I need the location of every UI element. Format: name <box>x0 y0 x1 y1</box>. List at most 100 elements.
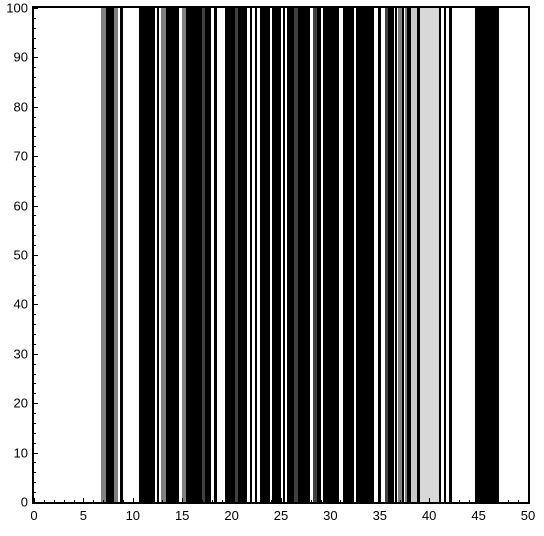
x-tick-minor <box>301 500 302 504</box>
y-tick <box>32 453 38 454</box>
stripe <box>298 8 310 502</box>
y-tick-minor <box>32 18 36 19</box>
stripe <box>255 8 257 502</box>
y-tick-minor <box>32 146 36 147</box>
y-tick-label: 70 <box>0 149 28 164</box>
y-tick-minor <box>32 48 36 49</box>
x-tick <box>281 498 282 504</box>
x-tick-label: 15 <box>175 508 189 523</box>
y-tick-minor <box>32 383 36 384</box>
x-tick-label: 50 <box>521 508 535 523</box>
y-tick-label: 80 <box>0 99 28 114</box>
x-tick-minor <box>459 500 460 504</box>
y-tick-minor <box>32 245 36 246</box>
x-tick-label: 20 <box>224 508 238 523</box>
plot-area <box>32 6 530 504</box>
y-tick <box>32 8 38 9</box>
x-tick-label: 30 <box>323 508 337 523</box>
x-tick <box>34 498 35 504</box>
x-tick-minor <box>390 500 391 504</box>
x-tick-minor <box>222 500 223 504</box>
stripe <box>157 8 160 502</box>
stripe <box>272 8 281 502</box>
x-tick-minor <box>241 500 242 504</box>
y-tick-minor <box>32 433 36 434</box>
y-tick-minor <box>32 186 36 187</box>
x-tick-minor <box>54 500 55 504</box>
y-tick-minor <box>32 67 36 68</box>
y-tick-label: 40 <box>0 297 28 312</box>
y-tick-minor <box>32 127 36 128</box>
y-tick-minor <box>32 28 36 29</box>
x-tick-label: 10 <box>126 508 140 523</box>
x-tick-minor <box>202 500 203 504</box>
y-tick-minor <box>32 265 36 266</box>
y-tick <box>32 354 38 355</box>
x-tick <box>232 498 233 504</box>
y-tick-minor <box>32 482 36 483</box>
stripe <box>343 8 354 502</box>
x-tick <box>429 498 430 504</box>
y-tick-minor <box>32 334 36 335</box>
stripe <box>106 8 114 502</box>
y-tick-minor <box>32 196 36 197</box>
y-tick-minor <box>32 136 36 137</box>
y-tick-label: 30 <box>0 346 28 361</box>
y-tick-minor <box>32 472 36 473</box>
x-tick <box>83 498 84 504</box>
y-tick-minor <box>32 215 36 216</box>
x-tick-minor <box>350 500 351 504</box>
stripe <box>186 8 202 502</box>
y-tick-minor <box>32 423 36 424</box>
y-tick-minor <box>32 364 36 365</box>
stripe <box>356 8 374 502</box>
x-tick-minor <box>162 500 163 504</box>
x-tick-label: 5 <box>80 508 87 523</box>
x-tick-minor <box>123 500 124 504</box>
x-tick-minor <box>172 500 173 504</box>
x-tick-label: 25 <box>274 508 288 523</box>
x-tick-minor <box>64 500 65 504</box>
x-tick-minor <box>93 500 94 504</box>
y-tick-minor <box>32 87 36 88</box>
stripe <box>260 8 270 502</box>
x-tick-minor <box>261 500 262 504</box>
x-tick-minor <box>508 500 509 504</box>
stripe <box>114 8 118 502</box>
y-tick-label: 60 <box>0 198 28 213</box>
y-tick-label: 50 <box>0 248 28 263</box>
x-tick-minor <box>400 500 401 504</box>
x-tick <box>133 498 134 504</box>
y-tick-minor <box>32 374 36 375</box>
stripe <box>139 8 155 502</box>
chart-container: 0102030405060708090100051015202530354045… <box>0 0 544 536</box>
y-tick-minor <box>32 77 36 78</box>
stripe <box>388 8 394 502</box>
x-tick <box>528 498 529 504</box>
y-tick-minor <box>32 324 36 325</box>
y-tick <box>32 57 38 58</box>
x-tick-minor <box>192 500 193 504</box>
x-tick-label: 35 <box>373 508 387 523</box>
x-tick-label: 40 <box>422 508 436 523</box>
x-tick-label: 45 <box>471 508 485 523</box>
x-tick-minor <box>44 500 45 504</box>
x-tick-minor <box>321 500 322 504</box>
y-tick-label: 100 <box>0 1 28 16</box>
x-tick-minor <box>498 500 499 504</box>
x-tick-minor <box>340 500 341 504</box>
y-tick-minor <box>32 344 36 345</box>
y-tick-minor <box>32 166 36 167</box>
y-tick-minor <box>32 443 36 444</box>
x-tick-minor <box>153 500 154 504</box>
stripe <box>214 8 217 502</box>
x-tick-minor <box>360 500 361 504</box>
y-tick-minor <box>32 413 36 414</box>
x-tick <box>330 498 331 504</box>
x-tick-minor <box>469 500 470 504</box>
y-tick-minor <box>32 314 36 315</box>
y-tick-minor <box>32 462 36 463</box>
y-tick <box>32 206 38 207</box>
x-tick-minor <box>409 500 410 504</box>
x-tick-minor <box>103 500 104 504</box>
